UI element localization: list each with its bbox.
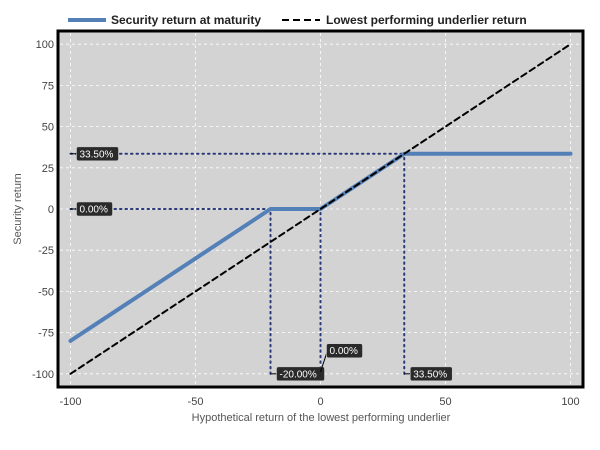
annotation-box (326, 343, 363, 359)
annotation-box (276, 366, 325, 382)
annotation-text: 0.00% (330, 346, 358, 357)
x-tick-label: -100 (59, 396, 81, 408)
annotation-box (76, 146, 119, 162)
x-tick-label: 0 (317, 396, 323, 408)
annotation-label: 33.50% (404, 366, 453, 382)
y-tick-label: 100 (36, 39, 54, 51)
annotation-text: 33.50% (413, 369, 447, 380)
y-tick-label: -50 (38, 286, 54, 298)
annotations: 33.50% 0.00% -20.00% 0.00% 33.50% (70, 146, 453, 382)
legend-label-security-return: Security return at maturity (111, 13, 261, 27)
legend-label-underlier-return: Lowest performing underlier return (326, 13, 527, 27)
annotation-text: -20.00% (280, 369, 317, 380)
x-tick-label: 100 (561, 396, 579, 408)
series-layer (68, 43, 573, 375)
annotation-label: 0.00% (70, 201, 113, 217)
y-tick-label: 25 (42, 163, 54, 175)
y-axis-title: Security return (12, 173, 24, 245)
y-tick-label: -100 (32, 369, 54, 381)
y-tick-label: 50 (42, 122, 54, 134)
annotation-label: 33.50% (70, 146, 119, 162)
x-tick-label: -50 (188, 396, 204, 408)
legend: Security return at maturity Lowest perfo… (68, 13, 527, 27)
y-tick-label: -75 (38, 328, 54, 340)
tick-labels: -100 -50 0 50 100 100 75 50 25 0 -25 -50 -75 -100 (32, 39, 580, 408)
y-tick-label: -25 (38, 245, 54, 257)
y-tick-label: 75 (42, 80, 54, 92)
y-tick-label: 0 (48, 204, 54, 216)
annotation-text: 33.50% (80, 149, 114, 160)
annotation-label: -20.00% (270, 366, 325, 382)
x-tick-label: 50 (439, 396, 451, 408)
x-axis-title: Hypothetical return of the lowest perfor… (192, 412, 451, 424)
series-line-1 (69, 43, 572, 375)
annotation-label: 0.00% (320, 343, 363, 372)
annotation-box (76, 201, 113, 217)
annotation-text: 0.00% (80, 205, 108, 216)
annotation-box (409, 366, 453, 382)
